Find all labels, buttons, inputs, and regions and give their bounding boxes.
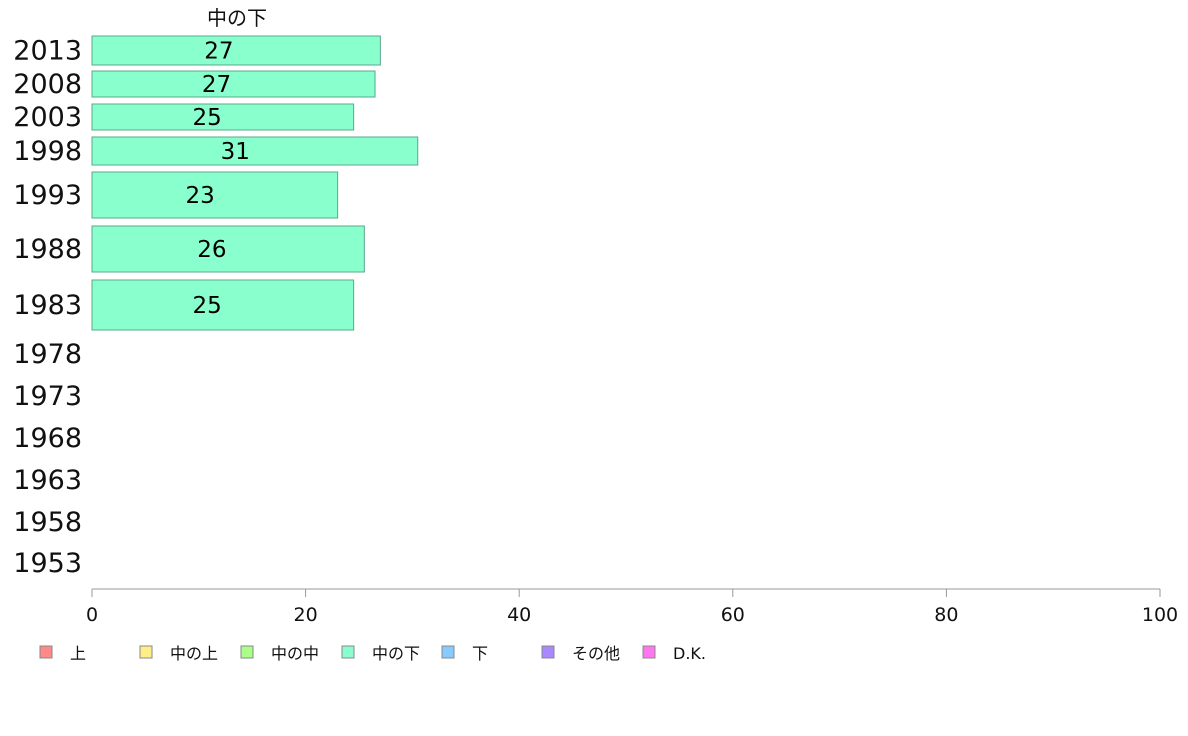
legend-swatch xyxy=(541,645,555,659)
bar xyxy=(91,171,339,219)
x-tick-label: 60 xyxy=(721,604,745,626)
bar-value-label: 23 xyxy=(185,183,214,209)
bar xyxy=(91,35,381,66)
legend-label: D.K. xyxy=(673,644,706,663)
legend: 上 中の上 中の中 中の下 下 その他 D.K. xyxy=(39,644,706,663)
bar xyxy=(91,70,376,98)
legend-label: 中の中 xyxy=(271,644,319,663)
chart-title: 中の下 xyxy=(207,6,267,30)
bar-value-label: 27 xyxy=(202,72,231,98)
legend-swatch xyxy=(341,645,355,659)
bar-value-label: 25 xyxy=(192,105,221,131)
y-tick-label: 1983 xyxy=(13,290,82,321)
x-tick-label: 80 xyxy=(934,604,958,626)
bar-value-label: 25 xyxy=(192,293,221,319)
bar-value-label: 31 xyxy=(221,139,250,165)
legend-swatch xyxy=(642,645,656,659)
legend-label: 中の下 xyxy=(372,644,420,663)
legend-swatch xyxy=(139,645,153,659)
legend-swatch xyxy=(240,645,254,659)
y-tick-label: 1993 xyxy=(13,180,82,211)
bar xyxy=(91,279,355,331)
x-tick-label: 40 xyxy=(507,604,531,626)
y-tick-label: 1988 xyxy=(13,234,82,265)
legend-label: その他 xyxy=(572,644,620,663)
bar xyxy=(91,225,365,273)
y-tick-label: 2003 xyxy=(13,102,82,133)
x-tick-label: 20 xyxy=(294,604,318,626)
x-tick-label: 100 xyxy=(1142,604,1178,626)
legend-swatch xyxy=(39,645,53,659)
y-tick-label: 1998 xyxy=(13,136,82,167)
y-tick-label: 1958 xyxy=(13,507,82,538)
y-tick-label: 1978 xyxy=(13,339,82,370)
legend-label: 中の上 xyxy=(170,644,218,663)
x-axis: 0 20 40 60 80 100 xyxy=(86,588,1178,626)
bar xyxy=(91,103,355,131)
y-tick-label: 1963 xyxy=(13,465,82,496)
legend-label: 上 xyxy=(70,644,86,663)
legend-label: 下 xyxy=(472,644,488,663)
x-tick-label: 0 xyxy=(86,604,98,626)
bar-value-label: 27 xyxy=(204,39,233,65)
y-tick-label: 1968 xyxy=(13,423,82,454)
y-tick-label: 1953 xyxy=(13,548,82,579)
bar xyxy=(91,136,419,166)
y-tick-label: 2013 xyxy=(13,36,82,67)
y-tick-label: 1973 xyxy=(13,381,82,412)
bar-value-label: 26 xyxy=(197,237,226,263)
y-tick-label: 2008 xyxy=(13,69,82,100)
legend-swatch xyxy=(441,645,455,659)
